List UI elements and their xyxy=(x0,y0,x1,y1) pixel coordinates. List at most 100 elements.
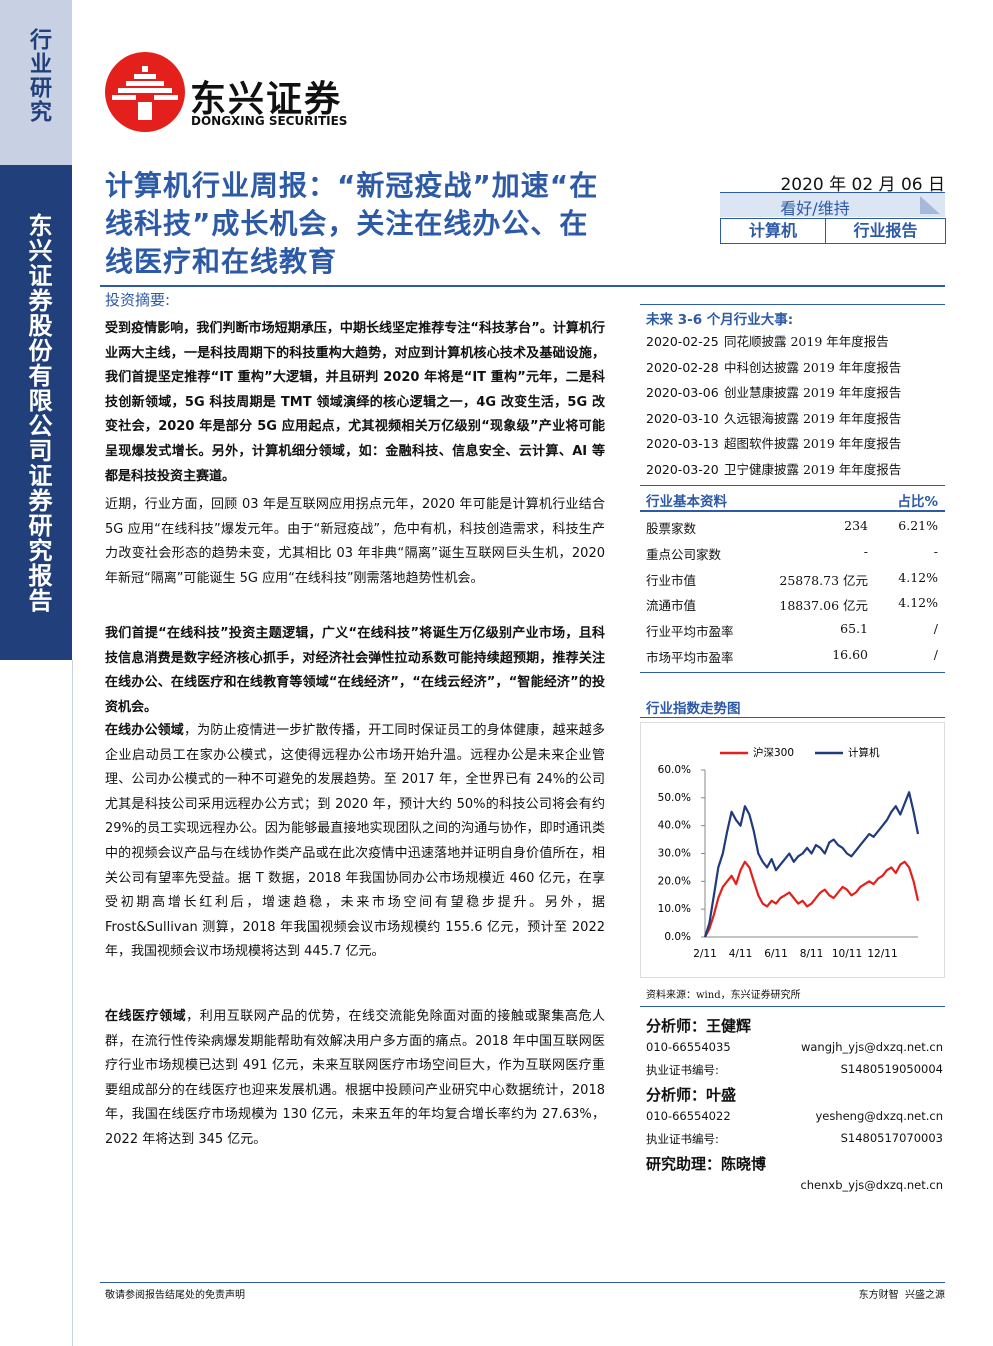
table-row: 股票家数 234 6.21% xyxy=(646,518,938,536)
report-type: 行业报告 xyxy=(853,221,918,240)
analyst-name: 分析师：王健辉 xyxy=(646,1017,752,1035)
rule xyxy=(100,285,945,287)
paragraph-text: 受到疫情影响，我们判断市场短期承压，中期长线坚定推荐专注“科技茅台”。计算机行业… xyxy=(105,321,605,484)
series-line xyxy=(704,860,920,938)
logo-name: 东兴证券 xyxy=(190,79,343,120)
analyst-name: 研究助理：陈晓博 xyxy=(646,1155,767,1173)
paragraph: 在线医疗领域，利用互联网产品的优势，在线交流能免除面对面的接触或聚集高危人群，在… xyxy=(105,1005,605,1153)
analyst-email: chenxb_yjs@dxzq.net.cn xyxy=(800,1178,943,1192)
y-tick-label: 40.0% xyxy=(658,820,691,832)
paragraph-text: 我们首提“在线科技”投资主题逻辑，广义“在线科技”将诞生万亿级别产业市场，且科技… xyxy=(105,626,605,715)
table-cell: 行业市值 xyxy=(646,572,697,588)
summary-heading: 投资摘要: xyxy=(105,291,171,309)
event: 2020-02-28 中科创达披露 2019 年年度报告 xyxy=(646,357,946,376)
y-tick-label: 20.0% xyxy=(658,875,691,887)
paragraph-lead: 在线医疗领域 xyxy=(105,1009,187,1024)
x-tick-label: 2/11 xyxy=(693,948,717,960)
rule xyxy=(640,717,945,718)
rule xyxy=(640,510,945,512)
chart-frame xyxy=(640,722,945,978)
paragraph-text: 近期，行业方面，回顾 03 年是互联网应用拐点元年，2020 年可能是计算机行业… xyxy=(105,497,605,586)
event: 2020-03-10 久远银海披露 2019 年年度报告 xyxy=(646,408,946,427)
rating-icon xyxy=(920,196,940,214)
paragraph-lead: 在线办公领域 xyxy=(105,723,184,738)
category: 行业研究 xyxy=(26,28,51,124)
table-row: 行业平均市盈率 65.1 / xyxy=(646,621,938,639)
event-text: 中科创达披露 2019 年年度报告 xyxy=(724,359,902,375)
chart-source: 资料来源：wind，东兴证券研究所 xyxy=(646,990,801,1001)
paragraph: 近期，行业方面，回顾 03 年是互联网应用拐点元年，2020 年可能是计算机行业… xyxy=(105,493,605,591)
event-date: 2020-03-13 xyxy=(646,436,719,452)
table-cell: 重点公司家数 xyxy=(646,546,722,562)
rule xyxy=(100,1282,945,1283)
event-date: 2020-02-25 xyxy=(646,334,719,349)
footer-right: 东方财智 兴盛之源 xyxy=(858,1290,945,1301)
analyst-name: 分析师：叶盛 xyxy=(646,1086,737,1104)
x-tick-label: 6/11 xyxy=(764,948,788,960)
rule xyxy=(640,672,945,673)
event-date: 2020-03-06 xyxy=(646,385,719,401)
table-row: 流通市值 18837.06 亿元 4.12% xyxy=(646,595,938,613)
y-tick-label: 10.0% xyxy=(658,903,691,915)
x-tick-label: 12/11 xyxy=(867,948,897,960)
analyst-cert: S1480519050004 xyxy=(840,1062,943,1076)
event: 2020-02-25 同花顺披露 2019 年年度报告 xyxy=(646,331,946,350)
table-cell: 行业平均市盈率 xyxy=(646,624,734,640)
x-tick-label: 4/11 xyxy=(729,948,753,960)
y-tick-label: 0.0% xyxy=(664,931,691,943)
analyst-email: wangjh_yjs@dxzq.net.cn xyxy=(800,1040,943,1054)
table-cell: 234 xyxy=(844,518,868,533)
rule xyxy=(640,485,945,486)
events-heading: 未来 3-6 个月行业大事: xyxy=(646,312,794,328)
analyst-cert_label: 执业证书编号: xyxy=(646,1132,719,1146)
rule xyxy=(640,1006,945,1007)
table-cell: - xyxy=(863,543,868,559)
series-line xyxy=(703,791,920,938)
sidebar-top: 行业研究 xyxy=(0,0,72,165)
analyst-phone: 010-66554022 xyxy=(646,1109,731,1123)
chart: 0.0% 10.0% 20.0% 30.0% 40.0% 50.0% 60.0% 2/11 4/… xyxy=(640,722,945,978)
company: 东兴证券股份有限公司证券研究报告 xyxy=(24,213,52,613)
event: 2020-03-06 创业慧康披露 2019 年年度报告 xyxy=(646,382,946,401)
legend-label: 沪深300 xyxy=(753,746,794,759)
rating: 看好/维持 xyxy=(780,199,850,218)
paragraph: 在线办公领域，为防止疫情进一步扩散传播，开工同时保证员工的身体健康，越来越多企业… xyxy=(105,719,605,965)
tag-box: 计算机 行业报告 xyxy=(720,218,946,244)
event-text: 同花顺披露 2019 年年度报告 xyxy=(724,334,889,349)
table-row: 行业市值 25878.73 亿元 4.12% xyxy=(646,570,938,588)
table-cell: 65.1 xyxy=(840,621,868,637)
table-cell: 4.12% xyxy=(898,569,938,585)
x-tick-label: 8/11 xyxy=(800,948,824,960)
event: 2020-03-20 卫宁健康披露 2019 年年度报告 xyxy=(646,459,946,478)
event-date: 2020-02-28 xyxy=(646,359,719,375)
table-row: 市场平均市盈率 16.60 / xyxy=(646,647,938,665)
y-tick-label: 30.0% xyxy=(658,848,691,860)
basics-heading: 行业基本资料 xyxy=(646,494,727,510)
event-text: 超图软件披露 2019 年年度报告 xyxy=(724,436,902,452)
table-cell: / xyxy=(933,621,938,637)
table-cell: 市场平均市盈率 xyxy=(646,650,734,665)
paragraph-text: ，为防止疫情进一步扩散传播，开工同时保证员工的身体健康，越来越多企业启动员工在家… xyxy=(105,723,605,960)
table-cell: - xyxy=(933,543,938,559)
analyst-email: yesheng@dxzq.net.cn xyxy=(815,1109,943,1123)
basics-column: 占比% xyxy=(897,494,938,510)
report-title: 计算机行业周报：“新冠疫战”加速“在线科技”成长机会，关注在线办公、在线医疗和在… xyxy=(105,169,599,278)
y-tick-label: 50.0% xyxy=(658,792,691,804)
x-tick-label: 10/11 xyxy=(832,948,862,960)
legend-label: 计算机 xyxy=(848,746,880,759)
report-date: 2020 年 02 月 06 日 xyxy=(780,175,945,195)
table-cell: / xyxy=(933,647,938,662)
event-text: 久远银海披露 2019 年年度报告 xyxy=(724,410,902,426)
analyst-phone: 010-66554035 xyxy=(646,1040,731,1054)
chart-title: 行业指数走势图 xyxy=(646,701,741,717)
logo-mark xyxy=(105,52,185,132)
table-cell: 18837.06 亿元 xyxy=(779,598,868,614)
table-cell: 4.12% xyxy=(898,595,938,611)
table-cell: 16.60 xyxy=(832,647,868,662)
sidebar-bottom: 东兴证券股份有限公司证券研究报告 xyxy=(0,165,72,660)
industry: 计算机 xyxy=(721,219,826,243)
rule xyxy=(640,304,945,305)
table-row: 重点公司家数 - - xyxy=(646,544,938,562)
event-date: 2020-03-20 xyxy=(646,462,719,477)
